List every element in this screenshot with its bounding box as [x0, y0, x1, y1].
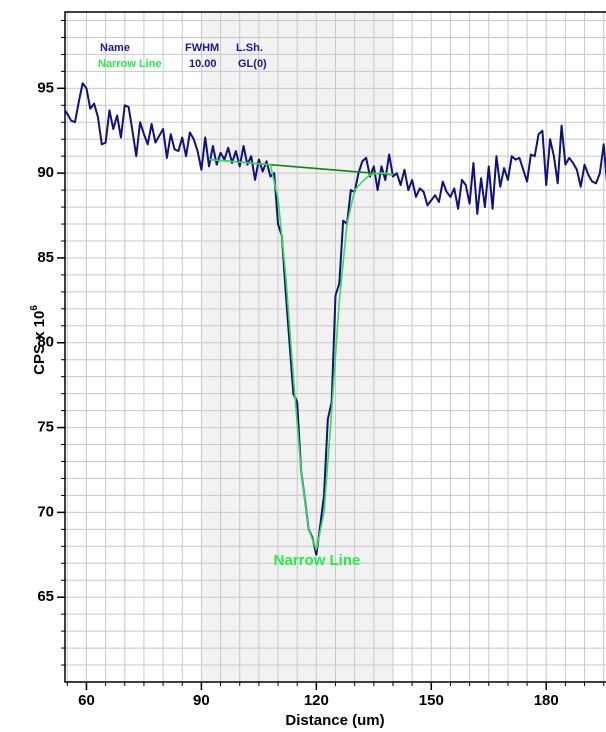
- y-tick-label: 70: [37, 503, 54, 520]
- x-tick-label: 180: [534, 692, 559, 709]
- y-tick-label: 95: [37, 79, 54, 96]
- annotation: Narrow Line: [274, 552, 361, 569]
- label-layer: 60 90 120 150 180 65 70 75 80 85 90 95 Name FWHM L.Sh.…: [37, 42, 558, 709]
- x-tick-label: 90: [193, 692, 210, 709]
- legend-header: L.Sh.: [236, 42, 263, 54]
- y-tick-label: 85: [37, 249, 54, 266]
- series-line: [65, 82, 606, 556]
- legend-cell: Narrow Line: [98, 58, 162, 70]
- x-tick-label: 150: [419, 692, 444, 709]
- plot-frame: [64, 11, 606, 683]
- y-tick-label: 80: [37, 334, 54, 351]
- legend-cell: GL(0): [238, 58, 267, 70]
- y-label-exponent: 6: [29, 305, 40, 311]
- y-tick-label: 75: [37, 419, 54, 436]
- x-tick-label: 120: [304, 692, 329, 709]
- legend-header: FWHM: [185, 42, 219, 54]
- y-axis-label: CPS x 106: [29, 305, 48, 375]
- x-axis-label: Distance (um): [285, 712, 384, 729]
- y-tick-label: 90: [37, 164, 54, 181]
- legend-header: Name: [100, 42, 130, 54]
- x-tick-label: 60: [78, 692, 95, 709]
- y-tick-label: 65: [37, 588, 54, 605]
- series-line: [208, 158, 394, 551]
- y-label-text: CPS x 10: [31, 311, 48, 375]
- data-layer: [65, 82, 606, 556]
- legend-cell: 10.00: [189, 58, 217, 70]
